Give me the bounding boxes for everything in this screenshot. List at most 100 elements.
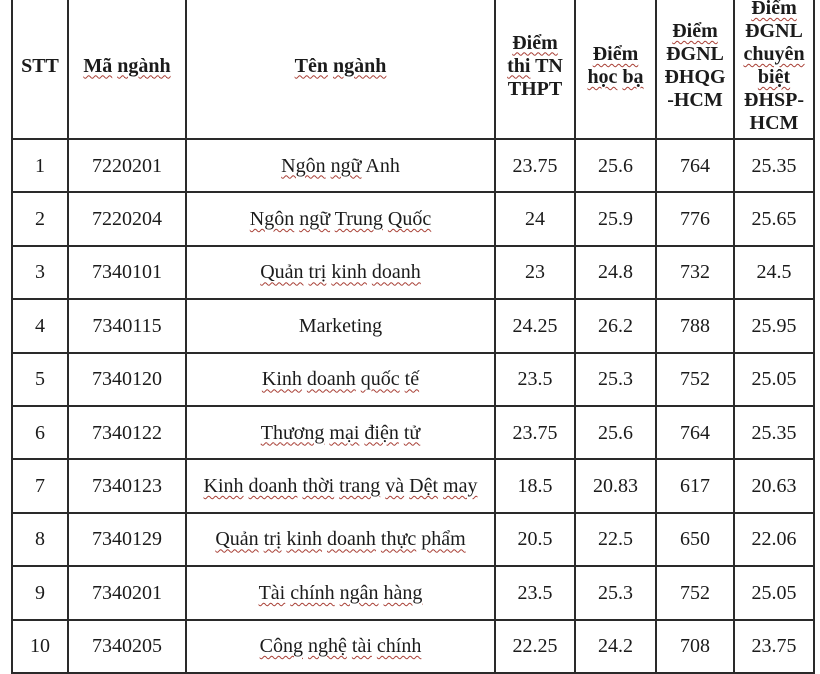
cell-diem-hoc-ba: 22.5 bbox=[574, 511, 657, 568]
header-diem-thi-tn-thpt: Điểm thi TN THPT bbox=[494, 0, 576, 140]
header-line: thi TN bbox=[498, 55, 572, 78]
cell-diem-hoc-ba: 25.6 bbox=[574, 404, 657, 461]
cell-diem-dgnl-chuyen-biet-dhsp-hcm: 23.75 bbox=[733, 618, 815, 674]
cell-stt: 10 bbox=[11, 618, 69, 674]
header-line: Mã ngành bbox=[71, 55, 183, 78]
header-line: Tên ngành bbox=[189, 55, 492, 78]
header-line: Điểm bbox=[659, 20, 731, 43]
cell-diem-dgnl-dhqg-hcm: 650 bbox=[655, 511, 735, 568]
cell-diem-dgnl-chuyen-biet-dhsp-hcm: 25.05 bbox=[733, 565, 815, 621]
cell-ten-nganh: Kinh doanh thời trang và Dệt may bbox=[185, 458, 496, 514]
cell-diem-hoc-ba: 25.3 bbox=[574, 351, 657, 407]
cell-ma-nganh: 7340205 bbox=[67, 618, 187, 674]
cell-diem-hoc-ba: 25.3 bbox=[574, 565, 657, 621]
cell-diem-dgnl-chuyen-biet-dhsp-hcm: 25.95 bbox=[733, 298, 815, 354]
cell-diem-dgnl-chuyen-biet-dhsp-hcm: 20.63 bbox=[733, 458, 815, 514]
cell-diem-dgnl-dhqg-hcm: 764 bbox=[655, 137, 735, 194]
cell-diem-dgnl-chuyen-biet-dhsp-hcm: 25.05 bbox=[733, 351, 815, 407]
word: bạ bbox=[622, 66, 644, 88]
cell-diem-dgnl-dhqg-hcm: 752 bbox=[655, 351, 735, 407]
cell-diem-thi-tn-thpt: 23.5 bbox=[494, 565, 576, 621]
header-line: chuyên bbox=[737, 43, 811, 66]
cell-ma-nganh: 7340120 bbox=[67, 351, 187, 407]
header-line: ĐGNL bbox=[737, 20, 811, 43]
cell-diem-hoc-ba: 25.9 bbox=[574, 191, 657, 247]
document-page: STT Mã ngành Tên ngành Điểm thi TN THPT Điểm họ… bbox=[11, 0, 815, 674]
cell-diem-dgnl-chuyen-biet-dhsp-hcm: 25.35 bbox=[733, 404, 815, 461]
word: Điểm bbox=[672, 20, 718, 42]
word: quốc bbox=[360, 368, 400, 391]
cell-stt: 4 bbox=[11, 298, 69, 354]
word: Thương bbox=[260, 421, 325, 444]
cell-stt: 7 bbox=[11, 458, 69, 514]
word: Công bbox=[259, 635, 303, 658]
cell-ten-nganh: Quản trị kinh doanh thực phẩm bbox=[185, 511, 496, 568]
header-line: STT bbox=[15, 55, 65, 78]
word: Tài bbox=[258, 581, 286, 604]
table-row: 2 7220204 Ngôn ngữ Trung Quốc 24 25.9 776 25.6… bbox=[11, 191, 815, 247]
cell-stt: 9 bbox=[11, 565, 69, 621]
word: thi bbox=[507, 54, 531, 77]
cell-diem-hoc-ba: 24.8 bbox=[574, 244, 657, 301]
word: Kinh bbox=[261, 368, 302, 391]
cell-diem-thi-tn-thpt: 18.5 bbox=[494, 458, 576, 514]
word: HCM bbox=[749, 112, 799, 134]
cell-ten-nganh: Thương mại điện tử bbox=[185, 404, 496, 461]
cell-stt: 1 bbox=[11, 137, 69, 194]
header-line: THPT bbox=[498, 78, 572, 101]
cell-ten-nganh: Kinh doanh quốc tế bbox=[185, 351, 496, 407]
cell-diem-dgnl-dhqg-hcm: 708 bbox=[655, 618, 735, 674]
cell-ma-nganh: 7340115 bbox=[67, 298, 187, 354]
word: biệt bbox=[757, 66, 791, 88]
header-line: Điểm bbox=[737, 0, 811, 20]
word: trang bbox=[339, 475, 381, 498]
word: THPT bbox=[507, 77, 563, 100]
cell-ten-nganh: Tài chính ngân hàng bbox=[185, 565, 496, 621]
header-line: biệt bbox=[737, 66, 811, 89]
word: học bbox=[587, 66, 618, 88]
cell-diem-thi-tn-thpt: 24.25 bbox=[494, 298, 576, 354]
word: hàng bbox=[383, 581, 423, 604]
header-line: Điểm bbox=[498, 32, 572, 55]
word: STT bbox=[21, 54, 59, 77]
header-line: ĐGNL bbox=[659, 43, 731, 66]
cell-ma-nganh: 7340122 bbox=[67, 404, 187, 461]
word: ĐGNL bbox=[666, 43, 724, 65]
header-line: -HCM bbox=[659, 89, 731, 112]
header-diem-dgnl-dhqg-hcm: Điểm ĐGNL ĐHQG -HCM bbox=[655, 0, 735, 140]
cell-ten-nganh: Ngôn ngữ Trung Quốc bbox=[185, 191, 496, 247]
word: Kinh bbox=[203, 475, 244, 498]
word: chính bbox=[376, 635, 422, 658]
table-row: 9 7340201 Tài chính ngân hàng 23.5 25.3 752 25… bbox=[11, 565, 815, 621]
word: thực bbox=[380, 528, 417, 551]
word: Tên bbox=[294, 54, 328, 77]
header-ten-nganh: Tên ngành bbox=[185, 0, 496, 140]
header-diem-dgnl-chuyen-biet-dhsp-hcm: Điểm ĐGNL chuyên biệt ĐHSP- HCM bbox=[733, 0, 815, 140]
word: Dệt bbox=[409, 475, 439, 498]
cell-ma-nganh: 7340129 bbox=[67, 511, 187, 568]
word: ĐHSP- bbox=[744, 89, 804, 111]
word: TN bbox=[535, 54, 563, 77]
table-row: 8 7340129 Quản trị kinh doanh thực phẩm 20.… bbox=[11, 511, 815, 568]
cell-ten-nganh: Công nghệ tài chính bbox=[185, 618, 496, 674]
table-row: 4 7340115 Marketing 24.25 26.2 788 25.95 bbox=[11, 298, 815, 354]
word: trị bbox=[308, 261, 327, 284]
word: Điểm bbox=[512, 31, 558, 54]
word: doanh bbox=[327, 528, 376, 551]
word: Ngôn bbox=[281, 154, 326, 177]
word: ngữ bbox=[299, 208, 331, 231]
cell-ten-nganh: Ngôn ngữ Anh bbox=[185, 137, 496, 194]
word: Quản bbox=[260, 261, 304, 284]
word: nghệ bbox=[308, 635, 347, 658]
table-header-row: STT Mã ngành Tên ngành Điểm thi TN THPT Điểm họ… bbox=[11, 0, 815, 140]
word: kinh bbox=[331, 261, 367, 284]
cell-diem-thi-tn-thpt: 23.75 bbox=[494, 404, 576, 461]
cell-diem-dgnl-dhqg-hcm: 732 bbox=[655, 244, 735, 301]
cell-ten-nganh: Quản trị kinh doanh bbox=[185, 244, 496, 301]
word: ngân bbox=[339, 581, 379, 604]
word: -HCM bbox=[667, 89, 723, 111]
word: kinh bbox=[286, 528, 323, 551]
table-row: 5 7340120 Kinh doanh quốc tế 23.5 25.3 752 25.… bbox=[11, 351, 815, 407]
header-stt: STT bbox=[11, 0, 69, 140]
word: tử bbox=[403, 421, 421, 444]
